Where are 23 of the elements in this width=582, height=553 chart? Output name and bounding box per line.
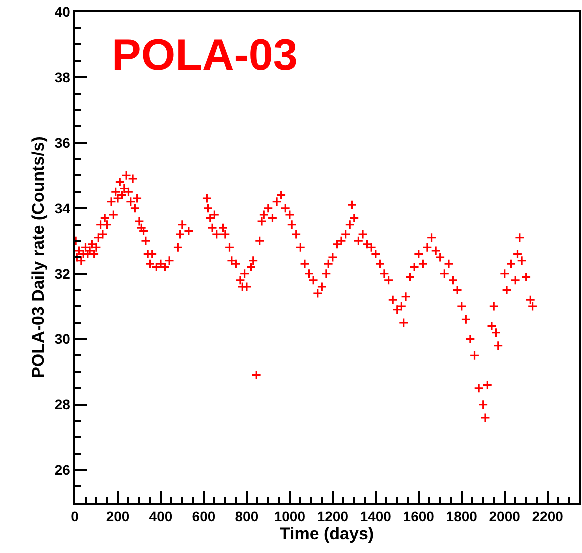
- x-tick-label: 400: [149, 508, 173, 525]
- x-tick-label: 0: [71, 508, 80, 525]
- y-tick-label: 28: [54, 396, 71, 413]
- y-tick-label: 36: [54, 134, 71, 151]
- y-tick-label: 26: [54, 462, 71, 478]
- x-tick-label: 600: [192, 508, 216, 525]
- annotation: POLA-03: [112, 31, 298, 80]
- x-tick-label: 1000: [274, 508, 306, 525]
- x-tick-label: 200: [106, 508, 130, 525]
- x-tick-label: 1400: [360, 508, 392, 525]
- x-axis-title: Time (days): [280, 524, 374, 544]
- y-tick-label: 38: [54, 69, 71, 86]
- y-tick-label: 30: [54, 331, 71, 348]
- x-tick-label: 1600: [403, 508, 435, 525]
- x-tick-label: 2200: [532, 508, 564, 525]
- x-tick-label: 800: [235, 508, 259, 525]
- y-tick-label: 34: [54, 200, 71, 216]
- x-tick-label: 2000: [489, 508, 521, 525]
- y-axis-title: POLA-03 Daily rate (Counts/s): [28, 136, 48, 378]
- y-tick-label: 40: [54, 4, 71, 20]
- y-tick-label: 32: [54, 266, 71, 282]
- x-tick-label: 1800: [446, 508, 478, 525]
- x-tick-label: 1200: [317, 508, 349, 525]
